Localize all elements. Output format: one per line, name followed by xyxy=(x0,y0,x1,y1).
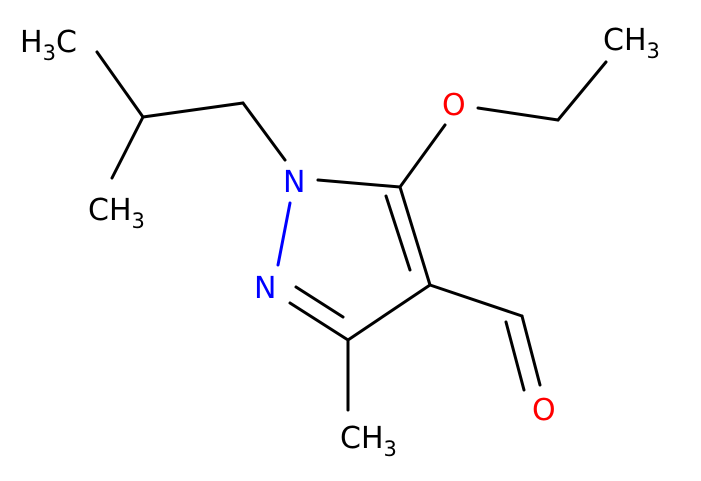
subscript: 3 xyxy=(647,39,660,63)
atom-label: O xyxy=(532,393,556,428)
atom-label: H3C xyxy=(20,25,77,65)
atom-label: CH3 xyxy=(88,193,145,233)
atom-label: N xyxy=(254,271,276,306)
atom-text: N xyxy=(283,165,305,200)
atom-text: CH xyxy=(340,421,384,456)
atom-text: H xyxy=(20,25,43,60)
atom-text: O xyxy=(442,88,466,123)
atom-text: C xyxy=(56,25,77,60)
atom-label: O xyxy=(442,88,466,123)
atom-text: CH xyxy=(603,23,647,58)
atom-text: O xyxy=(532,393,556,428)
atom-label: CH3 xyxy=(603,23,660,63)
subscript: 3 xyxy=(43,41,56,65)
atom-label: CH3 xyxy=(340,421,397,461)
subscript: 3 xyxy=(132,209,145,233)
atom-text: CH xyxy=(88,193,132,228)
atom-text: N xyxy=(254,271,276,306)
atom-label: N xyxy=(283,165,305,200)
subscript: 3 xyxy=(384,437,397,461)
bonds xyxy=(95,50,608,412)
